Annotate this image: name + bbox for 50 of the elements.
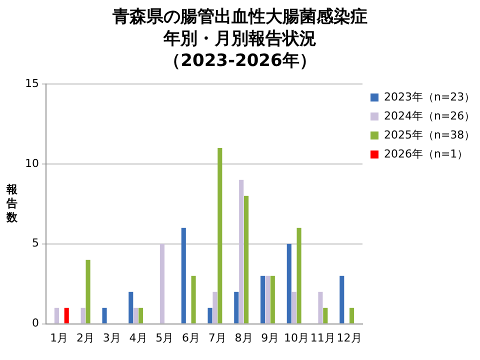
bar xyxy=(64,308,69,324)
bar xyxy=(128,292,134,324)
x-tick-label: 4月 xyxy=(129,331,148,344)
bar xyxy=(102,308,107,324)
bar xyxy=(244,196,249,324)
chart-title: 青森県の腸管出血性大腸菌感染症年別・月別報告状況 xyxy=(112,6,368,50)
x-tick-label: 8月 xyxy=(234,331,253,344)
bar xyxy=(134,308,138,324)
x-tick-label: 3月 xyxy=(102,331,121,344)
bar xyxy=(191,276,196,324)
y-tick-label: 10 xyxy=(24,156,39,170)
bar xyxy=(160,244,164,324)
x-tick-label: 1月 xyxy=(50,331,68,344)
x-tick-label: 12月 xyxy=(336,331,362,344)
x-tick-label: 9月 xyxy=(261,331,280,344)
x-tick-label: 2月 xyxy=(76,331,95,344)
x-tick-label: 6月 xyxy=(182,331,200,344)
y-tick-label: 5 xyxy=(32,236,39,250)
x-tick-label: 11月 xyxy=(310,331,336,344)
y-tick-label: 0 xyxy=(32,316,39,330)
bar xyxy=(208,308,212,324)
bar xyxy=(80,308,86,324)
legend-label: 2026年（n=1） xyxy=(384,147,468,160)
bar xyxy=(138,308,144,324)
bar xyxy=(296,228,302,324)
bar xyxy=(212,292,218,324)
bar xyxy=(292,292,296,324)
bar xyxy=(265,276,270,324)
bar xyxy=(234,292,239,324)
x-tick-label: 5月 xyxy=(156,331,174,344)
legend-label: 2023年（n=23） xyxy=(384,90,476,104)
bar xyxy=(181,228,186,324)
x-tick-label: 7月 xyxy=(208,331,226,344)
bar xyxy=(54,308,59,324)
y-axis-title: 報告数 xyxy=(6,182,18,224)
bar xyxy=(318,292,323,324)
chart-subtitle: （2023-2026年） xyxy=(162,50,318,72)
bar xyxy=(286,244,292,324)
bar xyxy=(260,276,266,324)
bar xyxy=(350,308,354,324)
bar xyxy=(340,276,344,324)
bar xyxy=(270,276,275,324)
legend-label: 2024年（n=26） xyxy=(384,109,476,122)
bar xyxy=(239,180,244,324)
legend-label: 2025年（n=38） xyxy=(384,128,476,142)
x-tick-label: 10月 xyxy=(284,331,310,344)
y-tick-label: 15 xyxy=(24,76,39,90)
bar xyxy=(86,260,90,324)
bar xyxy=(323,308,328,324)
bar xyxy=(218,148,222,324)
